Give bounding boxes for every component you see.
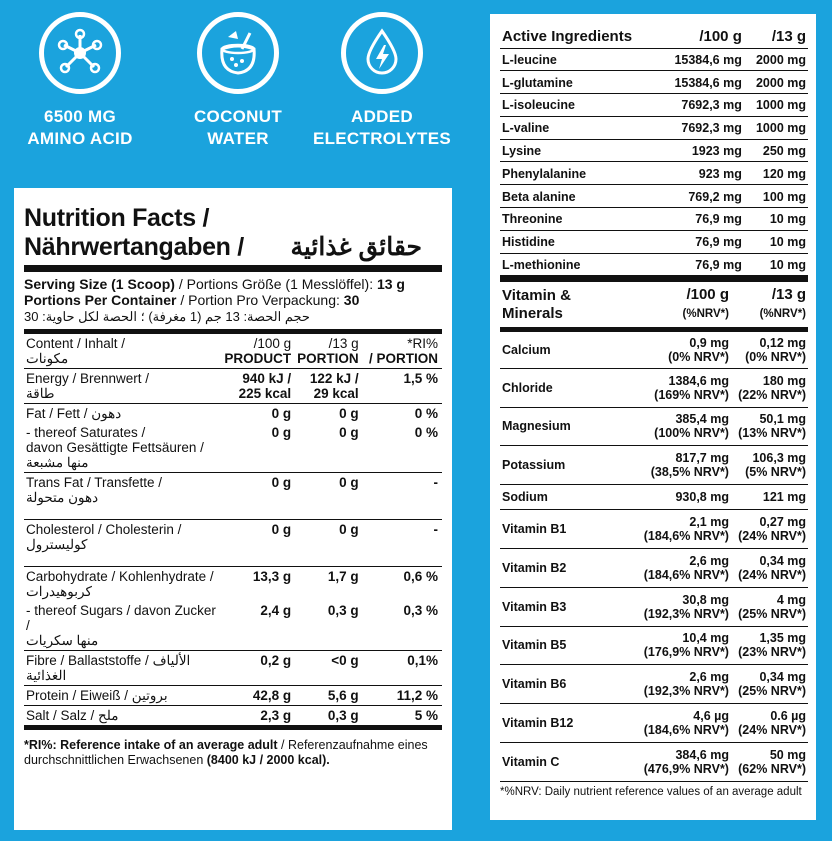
table-row: Magnesium 385,4 mg (100% NRV*) 50,1 mg (13% … [500,407,808,447]
divider [24,265,442,272]
feature-coconut-water: COCONUT WATER [158,12,318,150]
table-row: L-leucine 15384,6 mg 2000 mg [500,48,808,72]
table-row: Vitamin B12 4,6 µg (184,6% NRV*) 0.6 µg (24%… [500,703,808,743]
coconut-icon [197,12,279,94]
table-row: Chloride 1384,6 mg (169% NRV*) 180 mg (22% N… [500,368,808,408]
table-row: Vitamin B3 30,8 mg (192,3% NRV*) 4 mg (25% N… [500,587,808,627]
table-row: Sodium 930,8 mg 121 mg [500,484,808,511]
feature-electrolytes: ADDED ELECTROLYTES [302,12,462,150]
table-row: - thereof Sugars / davon Zucker / منها سك… [26,603,438,648]
water-drop-bolt-icon [341,12,423,94]
vitamins-minerals-table: Vitamin & Minerals /100 g (%NRV*) /13 g (%N… [500,276,808,782]
table-row: Carbohydrate / Kohlenhydrate / كربوهيدرات… [24,566,442,601]
molecule-icon [39,12,121,94]
feature-label: ADDED ELECTROLYTES [312,107,452,148]
table-row: - thereof Saturates / davon Gesättigte F… [26,425,438,470]
table-row: Beta alanine 769,2 mg 100 mg [500,184,808,209]
table-row: Vitamin B6 2,6 mg (192,3% NRV*) 0,34 mg (25%… [500,664,808,705]
table-row: Threonine 76,9 mg 10 mg [500,207,808,231]
feature-icons: 6500 MG AMINO ACID COCONUT WATER ADDED ELEC… [0,0,480,180]
feature-label: COCONUT WATER [193,107,283,148]
table-header: Vitamin & Minerals /100 g (%NRV*) /13 g (%N… [500,276,808,332]
table-row: Potassium 817,7 mg (38,5% NRV*) 106,3 mg (5%… [500,445,808,486]
table-row: Lysine 1923 mg 250 mg [500,139,808,163]
table-row: Vitamin C 384,6 mg (476,9% NRV*) 50 mg (62% … [500,742,808,782]
feature-amino-acid: 6500 MG AMINO ACID [0,12,160,150]
nrv-footnote: *%NRV: Daily nutrient reference values o… [500,785,802,798]
table-row: Fibre / Ballaststoffe / الألياف الغذائية… [24,650,442,686]
serving-arabic: حجم الحصة: 13 جم (1 مغرفة) ؛ الحصة لكل ح… [24,309,310,324]
table-header: Active Ingredients /100 g /13 g [500,24,808,49]
active-ingredients-table: Active Ingredients /100 g /13 g L-leucin… [500,24,808,277]
feature-label: 6500 MG AMINO ACID [27,107,133,148]
nutrition-title-de-ar: Nährwertangaben / حقائق غذائية [24,233,422,261]
table-row: Phenylalanine 923 mg 120 mg [500,161,808,186]
ri-footnote: *RI%: Reference intake of an average adu… [24,738,428,767]
nutrition-table: Content / Inhalt / مكونات /100 g PRODUCT /… [24,329,442,730]
portions-per-container: Portions Per Container / Portion Pro Ver… [24,292,360,308]
table-row: Vitamin B1 2,1 mg (184,6% NRV*) 0,27 mg (24%… [500,509,808,549]
table-row: Protein / Eiweiß / بروتين 42,8 g 5,6 g 11,2… [24,685,442,706]
table-row: L-isoleucine 7692,3 mg 1000 mg [500,93,808,117]
table-row: L-glutamine 15384,6 mg 2000 mg [500,70,808,95]
table-row: L-methionine 76,9 mg 10 mg [500,253,808,277]
table-header: Content / Inhalt / مكونات /100 g PRODUCT /… [24,329,442,369]
table-row: Energy / Brennwert / طاقة 940 kJ / 225 kca… [24,368,442,404]
table-row: Histidine 76,9 mg 10 mg [500,230,808,254]
serving-size: Serving Size (1 Scoop) / Portions Größe … [24,276,405,292]
table-row: Calcium 0,9 mg (0% NRV*) 0,12 mg (0% NRV*) [500,329,808,369]
nutrition-title: Nutrition Facts / [24,204,210,232]
table-row: L-valine 7692,3 mg 1000 mg [500,116,808,140]
table-row: Vitamin B2 2,6 mg (184,6% NRV*) 0,34 mg (24%… [500,548,808,588]
table-row: Vitamin B5 10,4 mg (176,9% NRV*) 1,35 mg (23… [500,626,808,666]
ingredients-panel: Active Ingredients /100 g /13 g L-leucin… [490,14,816,820]
nutrition-facts-panel: Nutrition Facts / Nährwertangaben / حقائ… [14,188,452,830]
